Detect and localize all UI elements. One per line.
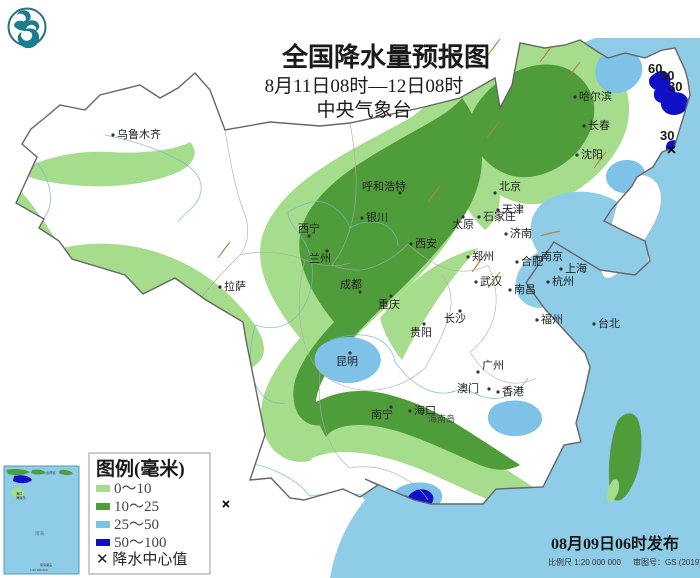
svg-text:武汉: 武汉 xyxy=(480,275,502,288)
svg-text:0～10: 0～10 xyxy=(114,481,152,497)
svg-text:南京: 南京 xyxy=(541,249,563,263)
svg-text:西安: 西安 xyxy=(415,236,437,250)
svg-text:上海: 上海 xyxy=(565,261,587,275)
svg-text:太原: 太原 xyxy=(452,218,474,231)
svg-text:石家庄: 石家庄 xyxy=(483,209,516,223)
svg-text:✕ 降水中心值: ✕ 降水中心值 xyxy=(96,551,187,568)
svg-text:郑州: 郑州 xyxy=(472,249,494,263)
svg-text:沈阳: 沈阳 xyxy=(581,147,603,161)
svg-text:长春: 长春 xyxy=(588,119,610,132)
svg-text:兰州: 兰州 xyxy=(309,252,331,265)
svg-text:台湾省: 台湾省 xyxy=(46,470,56,475)
svg-text:南宁: 南宁 xyxy=(371,407,393,421)
svg-text:成都: 成都 xyxy=(340,278,362,291)
svg-text:8月11日08时—12日08时: 8月11日08时—12日08时 xyxy=(265,75,464,97)
svg-text:广州: 广州 xyxy=(482,359,504,372)
svg-text:拉萨: 拉萨 xyxy=(224,279,246,293)
svg-text:10～25: 10～25 xyxy=(114,499,159,515)
svg-text:济南: 济南 xyxy=(510,226,532,240)
svg-text:图例(毫米): 图例(毫米) xyxy=(96,457,185,480)
svg-text:比例尺 1:20 000 000: 比例尺 1:20 000 000 xyxy=(548,557,621,567)
svg-text:台北: 台北 xyxy=(598,316,620,330)
svg-text:25～50: 25～50 xyxy=(114,517,159,533)
svg-text:重庆: 重庆 xyxy=(378,297,400,311)
svg-text:长沙: 长沙 xyxy=(444,312,466,325)
svg-text:海南岛: 海南岛 xyxy=(428,413,455,424)
svg-text:30: 30 xyxy=(660,128,674,143)
svg-text:南昌: 南昌 xyxy=(514,283,536,296)
svg-text:呼和浩特: 呼和浩特 xyxy=(362,179,406,193)
svg-text:合肥: 合肥 xyxy=(521,254,543,268)
svg-text:南海: 南海 xyxy=(35,530,44,537)
svg-text:贵阳: 贵阳 xyxy=(410,326,432,339)
svg-text:30: 30 xyxy=(215,485,229,500)
svg-text:1:60 000 000: 1:60 000 000 xyxy=(30,568,48,572)
svg-text:乌鲁木齐: 乌鲁木齐 xyxy=(117,127,161,141)
svg-text:西宁: 西宁 xyxy=(298,221,320,235)
svg-text:银川: 银川 xyxy=(366,210,388,224)
svg-text:南海诸岛: 南海诸岛 xyxy=(40,562,52,567)
svg-text:北京: 北京 xyxy=(499,179,521,193)
svg-text:海南岛: 海南岛 xyxy=(16,495,26,500)
svg-text:福州: 福州 xyxy=(541,312,563,326)
svg-text:香港: 香港 xyxy=(502,385,524,398)
svg-text:中央气象台: 中央气象台 xyxy=(316,99,411,121)
svg-text:昆明: 昆明 xyxy=(336,355,358,368)
svg-text:审图号：GS (2019) 3082号: 审图号：GS (2019) 3082号 xyxy=(633,557,700,567)
svg-text:30: 30 xyxy=(240,485,254,500)
svg-text:08月09日06时发布: 08月09日06时发布 xyxy=(551,534,679,553)
svg-text:全国降水量预报图: 全国降水量预报图 xyxy=(281,42,490,72)
svg-text:50～100: 50～100 xyxy=(114,535,167,551)
svg-text:30: 30 xyxy=(668,79,682,94)
svg-text:哈尔滨: 哈尔滨 xyxy=(579,89,612,103)
svg-text:澳门: 澳门 xyxy=(457,381,479,395)
svg-text:杭州: 杭州 xyxy=(552,274,574,288)
